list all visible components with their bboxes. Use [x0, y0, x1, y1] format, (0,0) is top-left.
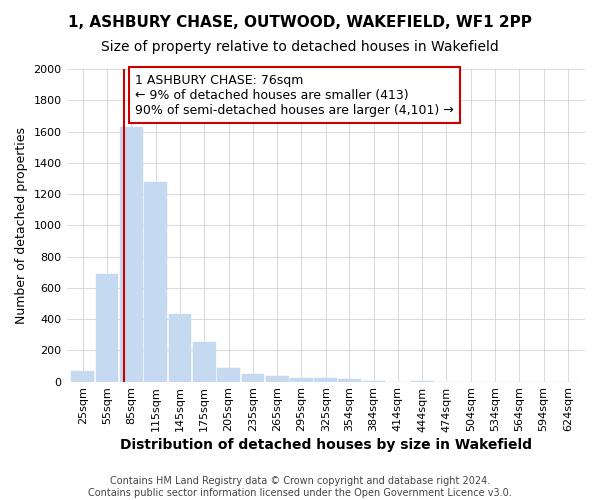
Bar	[217, 368, 240, 382]
Bar	[290, 378, 313, 382]
Bar	[338, 379, 361, 382]
Bar	[169, 314, 191, 382]
Bar	[96, 274, 118, 382]
Text: Contains HM Land Registry data © Crown copyright and database right 2024.
Contai: Contains HM Land Registry data © Crown c…	[88, 476, 512, 498]
Bar	[314, 378, 337, 382]
Bar	[145, 182, 167, 382]
Y-axis label: Number of detached properties: Number of detached properties	[15, 127, 28, 324]
Bar	[266, 376, 289, 382]
Bar	[71, 372, 94, 382]
X-axis label: Distribution of detached houses by size in Wakefield: Distribution of detached houses by size …	[120, 438, 532, 452]
Bar	[242, 374, 264, 382]
Text: Size of property relative to detached houses in Wakefield: Size of property relative to detached ho…	[101, 40, 499, 54]
Text: 1 ASHBURY CHASE: 76sqm
← 9% of detached houses are smaller (413)
90% of semi-det: 1 ASHBURY CHASE: 76sqm ← 9% of detached …	[136, 74, 454, 116]
Text: 1, ASHBURY CHASE, OUTWOOD, WAKEFIELD, WF1 2PP: 1, ASHBURY CHASE, OUTWOOD, WAKEFIELD, WF…	[68, 15, 532, 30]
Bar	[120, 127, 143, 382]
Bar	[193, 342, 215, 382]
